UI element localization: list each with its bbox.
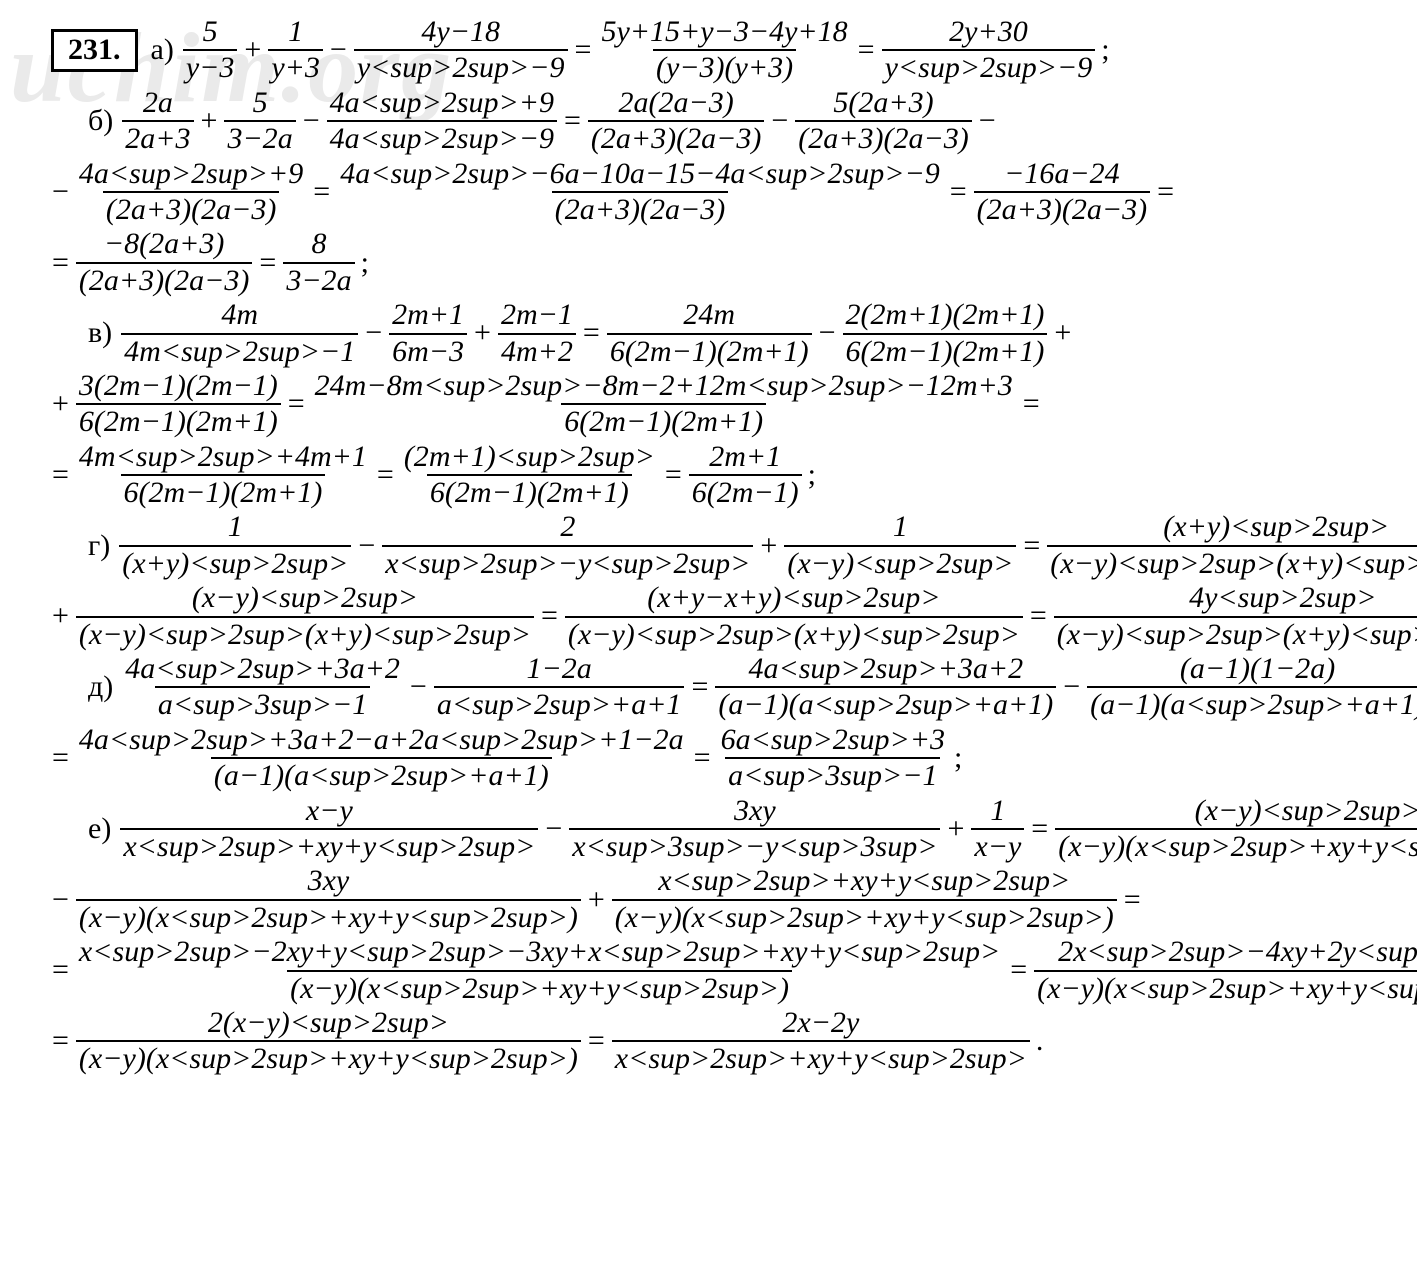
- part-label-e: д): [88, 671, 113, 703]
- period: .: [1036, 1025, 1044, 1057]
- line-e-2: = 4a<sup>2sup>+3a+2−a+2a<sup>2sup>+1−2a …: [48, 724, 1395, 793]
- denom: y−3: [183, 49, 238, 84]
- line-f-4: = 2(x−y)<sup>2sup> (x−y)(x<sup>2sup>+xy+…: [48, 1007, 1395, 1076]
- line-b-2: − 4a<sup>2sup>+9 (2a+3)(2a−3) = 4a<sup>2…: [48, 158, 1395, 227]
- line-d-1: г) 1 (x+y)<sup>2sup> − 2 x<sup>2sup>−y<s…: [78, 511, 1395, 580]
- line-b-1: б) 2a 2a+3 + 5 3−2a − 4a<sup>2sup>+9 4a<…: [78, 87, 1395, 156]
- part-label-b: б): [88, 105, 113, 137]
- line-c-2: + 3(2m−1)(2m−1) 6(2m−1)(2m+1) = 24m−8m<s…: [48, 370, 1395, 439]
- line-c-1: в) 4m 4m<sup>2sup>−1 − 2m+1 6m−3 + 2m−1 …: [78, 299, 1395, 368]
- problem-number: 231.: [51, 29, 138, 71]
- line-f-3: = x<sup>2sup>−2xy+y<sup>2sup>−3xy+x<sup>…: [48, 936, 1395, 1005]
- numer: 5: [200, 16, 221, 49]
- part-label-a: а): [151, 34, 174, 66]
- equals-op: =: [575, 34, 592, 66]
- minus-op: −: [330, 34, 347, 66]
- solution-sheet: 231. а) 5 y−3 + 1 y+3 − 4y−18 y<sup>2sup…: [0, 0, 1417, 1100]
- line-a: 231. а) 5 y−3 + 1 y+3 − 4y−18 y<sup>2sup…: [48, 16, 1395, 85]
- semicolon: ;: [1101, 34, 1109, 66]
- part-label-d: г): [88, 530, 110, 562]
- part-label-c: в): [88, 317, 112, 349]
- line-f-2: − 3xy (x−y)(x<sup>2sup>+xy+y<sup>2sup>) …: [48, 865, 1395, 934]
- part-label-f: е): [88, 813, 111, 845]
- line-b-3: = −8(2a+3) (2a+3)(2a−3) = 8 3−2a ;: [48, 228, 1395, 297]
- fraction: 5 y−3: [183, 16, 238, 85]
- line-e-1: д) 4a<sup>2sup>+3a+2 a<sup>3sup>−1 − 1−2…: [78, 653, 1395, 722]
- line-d-2: + (x−y)<sup>2sup> (x−y)<sup>2sup>(x+y)<s…: [48, 582, 1395, 651]
- plus-op: +: [244, 34, 261, 66]
- line-c-3: = 4m<sup>2sup>+4m+1 6(2m−1)(2m+1) = (2m+…: [48, 441, 1395, 510]
- line-f-1: е) x−y x<sup>2sup>+xy+y<sup>2sup> − 3xy …: [78, 795, 1395, 864]
